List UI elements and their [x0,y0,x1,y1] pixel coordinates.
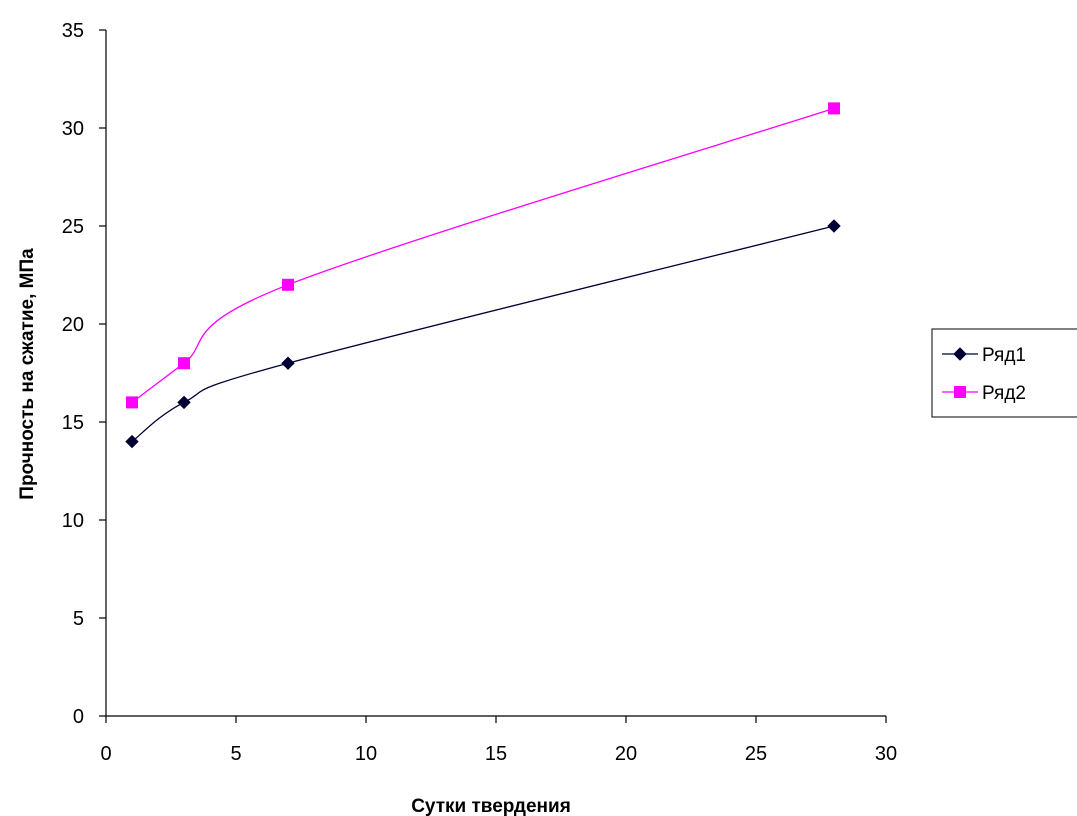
x-tick-label: 25 [745,743,767,765]
y-tick-label: 20 [62,314,84,336]
x-tick-label: 30 [875,743,897,765]
series-line [131,107,835,403]
series-line [131,225,835,443]
x-tick-label: 5 [230,743,241,765]
y-axis-title: Прочность на сжатие, МПа [17,248,38,500]
x-tick-label: 15 [485,743,507,765]
legend: Ряд1 Ряд2 [931,328,1077,418]
legend-label: Ряд1 [982,345,1026,366]
data-point [126,396,138,409]
legend-entry-1: Ряд1 [942,345,1026,366]
series-2 [126,102,840,409]
legend-marker [953,347,967,361]
x-tick-label: 10 [355,743,377,765]
axes [105,30,886,717]
data-point [177,395,191,410]
legend-label: Ряд2 [982,383,1026,404]
y-tick-label: 30 [62,118,84,140]
data-point [125,434,139,449]
data-point [281,356,295,370]
x-axis-ticks: 0 5 10 15 20 25 30 [100,716,897,765]
y-tick-label: 10 [62,510,84,532]
legend-marker [954,386,966,398]
data-point [282,278,294,291]
x-tick-label: 20 [615,743,637,765]
y-axis-ticks: 0 5 10 15 20 25 30 35 [62,20,106,728]
y-tick-label: 5 [73,608,84,630]
legend-entry-2: Ряд2 [942,383,1026,404]
legend-box [931,328,1077,418]
y-tick-label: 0 [73,706,84,728]
y-tick-label: 25 [62,216,84,238]
series-1 [125,219,841,449]
data-point [178,357,190,370]
series [125,102,841,449]
y-tick-label: 35 [62,20,84,42]
y-tick-label: 15 [62,412,84,434]
x-axis-title: Сутки твердения [411,796,571,816]
data-point [827,219,841,233]
x-tick-label: 0 [100,743,111,765]
data-point [828,102,840,115]
